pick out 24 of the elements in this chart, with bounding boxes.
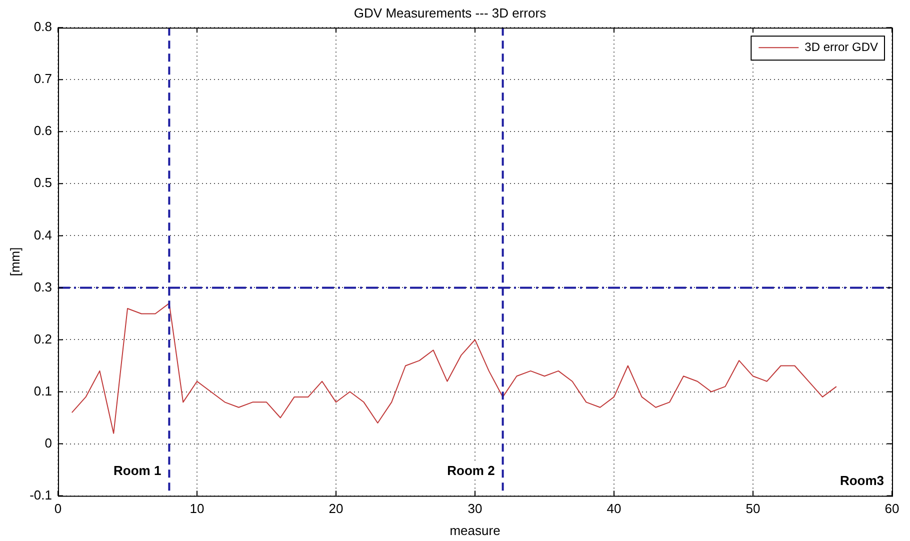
- x-tick-label: 30: [468, 501, 482, 516]
- y-tick-label: 0.8: [34, 19, 52, 34]
- y-tick-label: 0: [44, 435, 52, 450]
- y-tick-label: 0.4: [34, 227, 52, 242]
- x-axis-title: measure: [450, 522, 500, 538]
- x-tick-label: 40: [606, 501, 622, 516]
- legend-label: 3D error GDV: [804, 40, 878, 54]
- x-tick-label: 50: [746, 501, 760, 516]
- annotation: Room3: [840, 472, 884, 488]
- x-tick-label: 20: [328, 501, 344, 516]
- x-tick-label: 0: [54, 501, 62, 516]
- x-tick-label: 10: [190, 501, 204, 516]
- y-tick-label: 0.3: [34, 279, 52, 294]
- y-tick-label: -0.1: [30, 487, 52, 502]
- y-axis-title: [mm]: [7, 247, 22, 276]
- y-tick-label: 0.1: [34, 383, 52, 398]
- y-tick-label: 0.7: [34, 71, 52, 86]
- y-tick-label: 0.6: [34, 123, 52, 138]
- x-tick-label: 60: [884, 501, 900, 516]
- ref-line-label: Room 1: [114, 462, 162, 478]
- chart-title: GDV Measurements --- 3D errors: [354, 5, 547, 20]
- ref-line-label: Room 2: [447, 462, 495, 478]
- y-tick-label: 0.5: [34, 175, 52, 190]
- y-tick-label: 0.2: [34, 331, 52, 346]
